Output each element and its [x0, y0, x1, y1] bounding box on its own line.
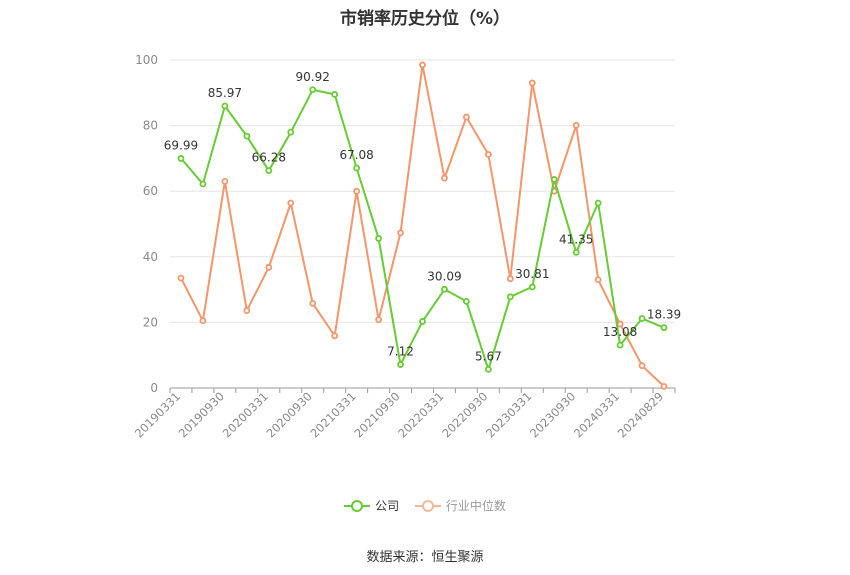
data-point: [287, 199, 295, 207]
x-tick-label: 20240331: [571, 389, 622, 440]
legend-line-marker-icon: [414, 499, 441, 512]
data-labels: 69.99 85.97 66.28 90.92 67.08 7.12 30.09 5.67 30…: [164, 70, 681, 364]
data-point: [441, 285, 448, 293]
data-point: [616, 341, 624, 349]
data-label: 18.39: [647, 308, 681, 322]
legend-label-company: 公司: [375, 499, 400, 513]
x-tick-label: 20220331: [395, 389, 446, 440]
data-point: [309, 86, 317, 94]
data-label: 7.12: [387, 345, 414, 359]
y-tick-label: 40: [143, 250, 158, 264]
legend-label-industry: 行业中位数: [445, 499, 506, 513]
data-point: [528, 79, 536, 87]
legend-item-company[interactable]: 公司: [344, 497, 399, 514]
x-tick-label: 20200930: [264, 389, 315, 440]
legend-line-marker-icon: [344, 499, 371, 512]
data-label: 30.81: [515, 267, 549, 281]
y-tick-label: 0: [150, 381, 158, 395]
data-point: [441, 174, 448, 182]
data-label: 41.35: [559, 232, 593, 246]
data-point: [419, 318, 426, 325]
data-point: [506, 293, 514, 301]
data-point: [331, 332, 339, 340]
data-point: [572, 121, 580, 129]
x-tick-label: 20210930: [351, 389, 402, 440]
y-tick-label: 100: [135, 53, 158, 67]
data-point: [375, 316, 382, 324]
y-tick-label: 80: [143, 119, 158, 133]
data-point: [638, 315, 646, 322]
data-point: [528, 283, 536, 291]
data-source: 数据来源：恒生聚源: [366, 550, 484, 565]
data-point: [177, 155, 185, 162]
x-tick-label: 20190331: [132, 389, 183, 440]
data-point: [484, 366, 492, 373]
data-point: [594, 199, 602, 207]
data-label: 30.09: [427, 269, 461, 283]
data-label: 67.08: [339, 148, 373, 162]
data-point: [199, 317, 207, 325]
data-point: [660, 382, 668, 390]
x-tick-label: 20200331: [220, 389, 271, 440]
y-tick-label: 60: [143, 184, 158, 198]
data-point: [463, 113, 470, 121]
chart-title: 市销率历史分位（%）: [339, 9, 511, 29]
data-point: [221, 177, 229, 185]
data-point: [309, 299, 317, 307]
data-label: 90.92: [296, 70, 330, 84]
x-tick-label: 20190930: [176, 389, 227, 440]
data-point: [594, 276, 602, 284]
data-point: [353, 187, 361, 195]
x-tick-label: 20220930: [439, 389, 490, 440]
data-point: [506, 275, 514, 283]
data-point: [199, 180, 207, 188]
data-point: [243, 132, 251, 140]
data-label: 66.28: [252, 151, 286, 165]
data-point: [287, 128, 295, 136]
data-point: [265, 167, 273, 175]
data-point: [243, 307, 251, 314]
y-tick-label: 20: [143, 315, 158, 329]
x-tick-label: 20230331: [483, 389, 534, 440]
legend: 公司 行业中位数: [0, 497, 850, 516]
series-line-1: [180, 63, 665, 388]
data-point: [572, 248, 580, 256]
data-point: [221, 102, 229, 110]
data-point: [353, 164, 361, 172]
data-label: 13.08: [603, 325, 637, 339]
data-point: [660, 324, 668, 332]
x-tick-label: 20230930: [527, 389, 578, 440]
data-point: [331, 91, 339, 98]
data-point: [375, 235, 382, 242]
x-tick-label: 20210331: [307, 389, 358, 440]
data-point: [397, 361, 404, 369]
data-point: [484, 151, 492, 158]
data-point: [397, 229, 404, 237]
data-label: 85.97: [208, 86, 242, 100]
data-label: 5.67: [475, 349, 502, 363]
data-point: [177, 274, 185, 282]
data-point: [550, 175, 558, 183]
data-label: 69.99: [164, 138, 198, 152]
series: [177, 61, 668, 390]
data-point: [463, 298, 470, 305]
data-point: [265, 263, 273, 271]
legend-item-industry[interactable]: 行业中位数: [414, 497, 506, 514]
x-tick-label: 20240829: [615, 389, 666, 440]
data-point: [638, 362, 646, 370]
data-point: [419, 61, 426, 69]
